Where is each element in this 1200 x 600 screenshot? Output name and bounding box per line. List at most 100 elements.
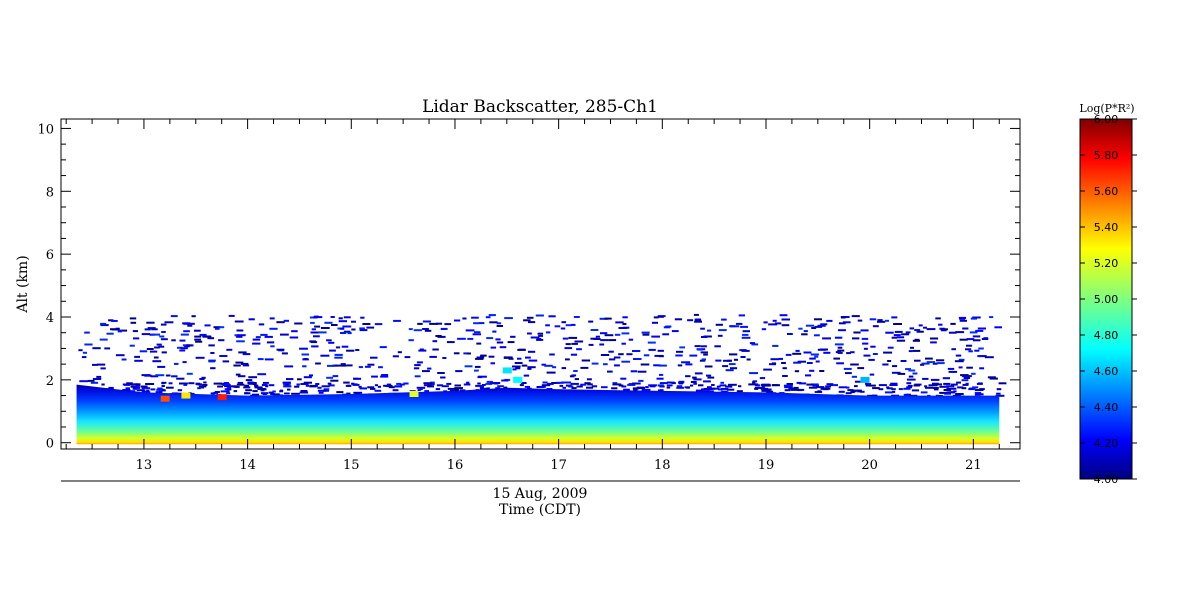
noise-pixel — [541, 384, 551, 387]
noise-pixel — [111, 320, 118, 322]
cloud-feature — [513, 376, 523, 383]
noise-pixel — [183, 383, 188, 386]
colorbar-tick-label: 5.60 — [1094, 185, 1119, 198]
noise-pixel — [383, 384, 392, 387]
noise-pixel — [486, 380, 493, 383]
noise-pixel — [353, 391, 363, 394]
cloud-feature — [409, 391, 419, 397]
noise-pixel — [885, 331, 894, 334]
noise-pixel — [820, 323, 828, 326]
noise-pixel — [317, 386, 322, 389]
noise-pixel — [854, 380, 861, 383]
noise-pixel — [806, 383, 814, 386]
noise-pixel — [626, 353, 633, 356]
noise-pixel — [84, 331, 90, 334]
noise-pixel — [492, 330, 497, 333]
y-tick-label: 4 — [46, 311, 54, 326]
noise-pixel — [508, 357, 514, 360]
noise-pixel — [901, 333, 910, 336]
noise-pixel — [599, 343, 605, 346]
noise-pixel — [392, 355, 399, 358]
noise-pixel — [276, 348, 285, 351]
noise-pixel — [343, 316, 351, 319]
noise-pixel — [822, 337, 831, 340]
noise-pixel — [174, 362, 179, 365]
noise-pixel — [721, 390, 728, 393]
noise-pixel — [478, 375, 487, 378]
noise-pixel — [234, 334, 240, 337]
noise-pixel — [675, 354, 683, 357]
noise-pixel — [160, 323, 167, 326]
noise-pixel — [435, 335, 442, 337]
noise-pixel — [725, 385, 733, 388]
noise-pixel — [823, 351, 831, 354]
noise-pixel — [201, 386, 205, 389]
noise-pixel — [476, 342, 482, 345]
noise-pixel — [878, 388, 884, 391]
noise-pixel — [914, 383, 922, 386]
noise-pixel — [781, 318, 790, 321]
noise-pixel — [324, 321, 333, 324]
noise-pixel — [719, 384, 727, 387]
noise-pixel — [740, 325, 748, 328]
noise-pixel — [147, 327, 156, 330]
noise-pixel — [869, 373, 875, 376]
noise-pixel — [492, 382, 501, 384]
noise-pixel — [926, 328, 936, 331]
noise-pixel — [214, 391, 220, 393]
colorbar-tick-label: 4.60 — [1094, 365, 1119, 378]
noise-pixel — [465, 329, 475, 332]
noise-pixel — [600, 339, 609, 342]
noise-pixel — [892, 365, 898, 368]
noise-pixel — [353, 377, 358, 380]
noise-pixel — [768, 323, 778, 326]
noise-pixel — [367, 386, 375, 389]
noise-pixel — [219, 355, 228, 357]
noise-pixel — [320, 354, 330, 357]
noise-pixel — [772, 319, 777, 322]
noise-pixel — [282, 381, 291, 384]
noise-pixel — [370, 387, 376, 390]
noise-pixel — [133, 337, 140, 340]
noise-pixel — [194, 338, 201, 341]
noise-pixel — [144, 328, 151, 331]
noise-pixel — [926, 361, 936, 364]
noise-pixel — [255, 336, 261, 339]
noise-pixel — [925, 386, 934, 389]
noise-pixel — [340, 363, 346, 366]
noise-pixel — [845, 392, 852, 395]
noise-pixel — [151, 333, 160, 336]
noise-pixel — [446, 341, 455, 344]
x-axis-label: Time (CDT) — [499, 502, 581, 518]
noise-pixel — [943, 382, 951, 385]
noise-pixel — [408, 328, 413, 331]
noise-pixel — [908, 369, 916, 372]
noise-pixel — [186, 322, 195, 325]
noise-pixel — [521, 364, 528, 367]
noise-pixel — [510, 335, 516, 338]
noise-pixel — [244, 384, 249, 387]
x-tick-label: 20 — [861, 458, 878, 473]
noise-pixel — [542, 381, 548, 384]
noise-pixel — [816, 386, 825, 389]
noise-pixel — [264, 335, 273, 338]
noise-pixel — [81, 356, 87, 359]
noise-pixel — [637, 370, 647, 373]
noise-pixel — [220, 390, 230, 393]
noise-pixel — [203, 381, 207, 384]
noise-pixel — [236, 335, 243, 338]
noise-pixel — [326, 376, 334, 379]
noise-pixel — [727, 359, 732, 362]
noise-pixel — [332, 364, 338, 367]
noise-pixel — [984, 356, 994, 359]
noise-pixel — [604, 317, 612, 320]
colorbar — [1079, 118, 1133, 480]
noise-pixel — [781, 324, 790, 327]
noise-pixel — [397, 351, 402, 354]
noise-pixel — [841, 316, 846, 319]
noise-pixel — [707, 386, 712, 389]
noise-pixel — [774, 322, 782, 325]
noise-pixel — [260, 333, 268, 336]
noise-pixel — [141, 333, 151, 336]
noise-pixel — [161, 331, 166, 333]
